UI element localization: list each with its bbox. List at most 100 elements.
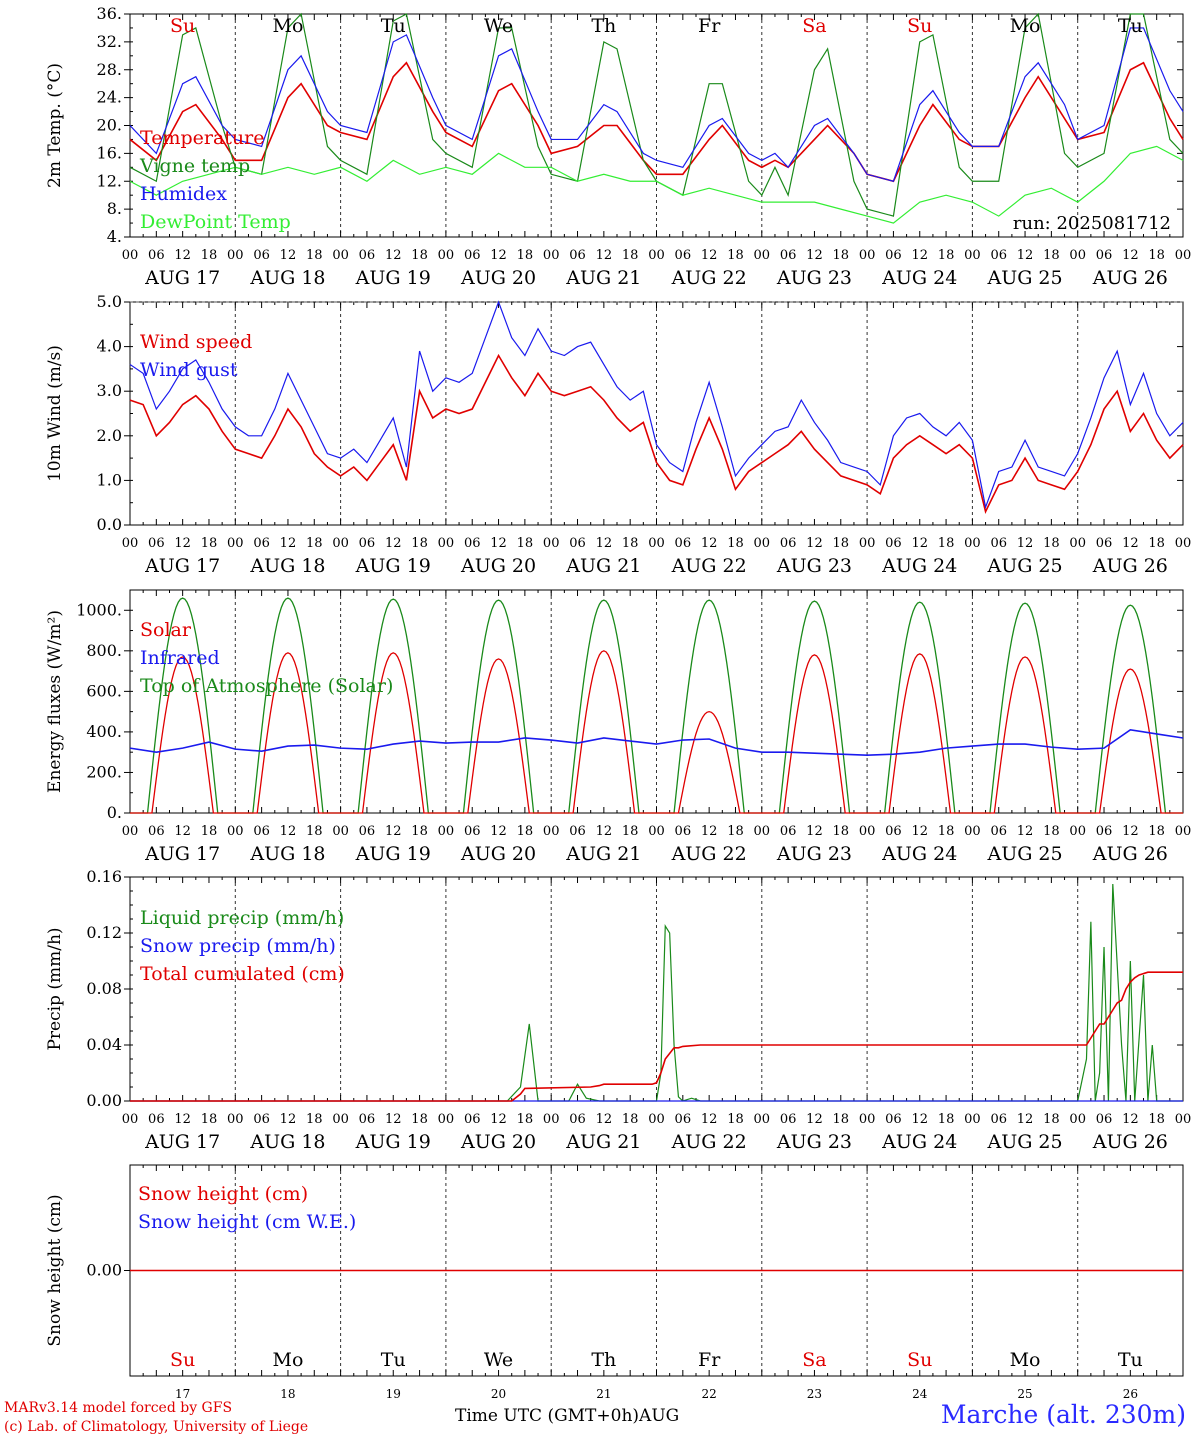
weekday-label: Mo <box>272 15 303 37</box>
day-number-label: 22 <box>702 1387 717 1400</box>
precip-hour-label: 12 <box>701 1112 718 1127</box>
wind-hour-label: 00 <box>1069 536 1086 551</box>
weekday-label: Sa <box>802 15 826 37</box>
wind-hour-label: 18 <box>622 536 639 551</box>
wind-date-label: AUG 26 <box>1092 555 1168 577</box>
wind-hour-label: 18 <box>201 536 218 551</box>
energy-hour-label: 06 <box>675 824 692 839</box>
temperature-hour-label: 06 <box>780 248 797 263</box>
temperature-date-label: AUG 24 <box>881 267 957 289</box>
energy-y-axis-title: Energy fluxes (W/m²) <box>45 610 65 793</box>
precip-date-label: AUG 23 <box>776 1131 852 1153</box>
temperature-hour-label: 18 <box>1148 248 1165 263</box>
meteogram: 4. 8. 12. 16. 20. 24. 28. 32. 36. 2m Temp. (°C) 00… <box>45 4 1191 1400</box>
energy-legend-1: Infrared <box>140 647 220 669</box>
precip-hour-label: 18 <box>1148 1112 1165 1127</box>
snow-legend-0: Snow height (cm) <box>138 1183 308 1205</box>
wind-hour-label: 00 <box>227 536 244 551</box>
wind-hour-label: 12 <box>1017 536 1034 551</box>
energy-series-solar <box>130 650 1183 814</box>
energy-hour-label: 00 <box>859 824 876 839</box>
temperature-hour-label: 18 <box>1043 248 1060 263</box>
energy-date-label: AUG 19 <box>355 843 431 865</box>
wind-date-label: AUG 20 <box>460 555 536 577</box>
energy-hour-label: 06 <box>464 824 481 839</box>
energy-hour-label: 18 <box>306 824 323 839</box>
precip-hour-label: 18 <box>622 1112 639 1127</box>
energy-hour-label: 12 <box>490 824 507 839</box>
snow-weekday-label: Su <box>907 1349 932 1371</box>
snow-y-axis-title: Snow height (cm) <box>45 1194 65 1346</box>
wind-date-label: AUG 22 <box>671 555 747 577</box>
precip-y-tick-label: 0.00 <box>86 1091 122 1110</box>
temperature-legend-1: Vigne temp <box>139 155 250 177</box>
energy-y-tick-label: 600. <box>86 681 122 700</box>
energy-hour-label: 18 <box>833 824 850 839</box>
snow-legend-1: Snow height (cm W.E.) <box>138 1211 356 1233</box>
precip-date-label: AUG 18 <box>249 1131 325 1153</box>
energy-hour-label: 18 <box>1148 824 1165 839</box>
precip-hour-label: 00 <box>227 1112 244 1127</box>
energy-hour-label: 12 <box>385 824 402 839</box>
footer-model-credit: MARv3.14 model forced by GFS <box>4 1400 233 1416</box>
precip-hour-label: 18 <box>411 1112 428 1127</box>
energy-hour-label: 18 <box>411 824 428 839</box>
temperature-hour-label: 12 <box>911 248 928 263</box>
weekday-label: Mo <box>1010 15 1041 37</box>
temperature-hour-label: 00 <box>648 248 665 263</box>
precip-hour-label: 18 <box>1043 1112 1060 1127</box>
precip-date-label: AUG 21 <box>565 1131 641 1153</box>
temperature-hour-label: 12 <box>701 248 718 263</box>
precip-hour-label: 18 <box>833 1112 850 1127</box>
wind-hour-label: 00 <box>964 536 981 551</box>
wind-y-axis-title: 10m Wind (m/s) <box>45 345 65 482</box>
precip-hour-label: 06 <box>464 1112 481 1127</box>
snow-weekday-label: Mo <box>272 1349 303 1371</box>
wind-hour-label: 12 <box>1122 536 1139 551</box>
wind-hour-label: 00 <box>438 536 455 551</box>
energy-hour-label: 18 <box>1043 824 1060 839</box>
temperature-y-tick-label: 28. <box>97 60 122 79</box>
wind-date-label: AUG 18 <box>249 555 325 577</box>
precip-hour-label: 06 <box>359 1112 376 1127</box>
energy-date-label: AUG 24 <box>881 843 957 865</box>
temperature-y-tick-label: 20. <box>97 116 122 135</box>
wind-hour-label: 06 <box>990 536 1007 551</box>
temperature-series-3 <box>129 145 1184 224</box>
snow-weekday-label: Mo <box>1010 1349 1041 1371</box>
energy-date-label: AUG 22 <box>671 843 747 865</box>
temperature-date-label: AUG 25 <box>986 267 1062 289</box>
wind-plot-frame <box>129 301 1184 526</box>
day-number-label: 19 <box>386 1387 401 1400</box>
precip-y-tick-label: 0.16 <box>86 867 122 886</box>
temperature-series-2 <box>129 27 1184 182</box>
energy-date-label: AUG 17 <box>144 843 220 865</box>
temperature-hour-label: 06 <box>148 248 165 263</box>
energy-hour-label: 00 <box>648 824 665 839</box>
wind-date-label: AUG 24 <box>881 555 957 577</box>
temperature-hour-label: 18 <box>306 248 323 263</box>
temperature-date-label: AUG 26 <box>1092 267 1168 289</box>
wind-hour-label: 12 <box>806 536 823 551</box>
snow-weekday-label: Fr <box>698 1349 721 1371</box>
precip-hour-label: 00 <box>1069 1112 1086 1127</box>
temperature-hour-label: 12 <box>385 248 402 263</box>
wind-hour-label: 06 <box>148 536 165 551</box>
temperature-date-label: AUG 23 <box>776 267 852 289</box>
wind-hour-label: 06 <box>1096 536 1113 551</box>
energy-date-label: AUG 26 <box>1092 843 1168 865</box>
precip-hour-label: 06 <box>675 1112 692 1127</box>
precip-legend-0: Liquid precip (mm/h) <box>140 907 344 929</box>
energy-hour-label: 18 <box>938 824 955 839</box>
temperature-legend-2: Humidex <box>140 183 227 205</box>
energy-hour-label: 06 <box>990 824 1007 839</box>
wind-hour-label: 12 <box>701 536 718 551</box>
weekday-label: Tu <box>1118 15 1143 37</box>
wind-hour-label: 12 <box>490 536 507 551</box>
precip-date-label: AUG 26 <box>1092 1131 1168 1153</box>
precip-hour-label: 12 <box>1017 1112 1034 1127</box>
weekday-label: Fr <box>698 15 721 37</box>
wind-hour-label: 06 <box>885 536 902 551</box>
energy-hour-label: 12 <box>1122 824 1139 839</box>
precip-hour-label: 12 <box>490 1112 507 1127</box>
